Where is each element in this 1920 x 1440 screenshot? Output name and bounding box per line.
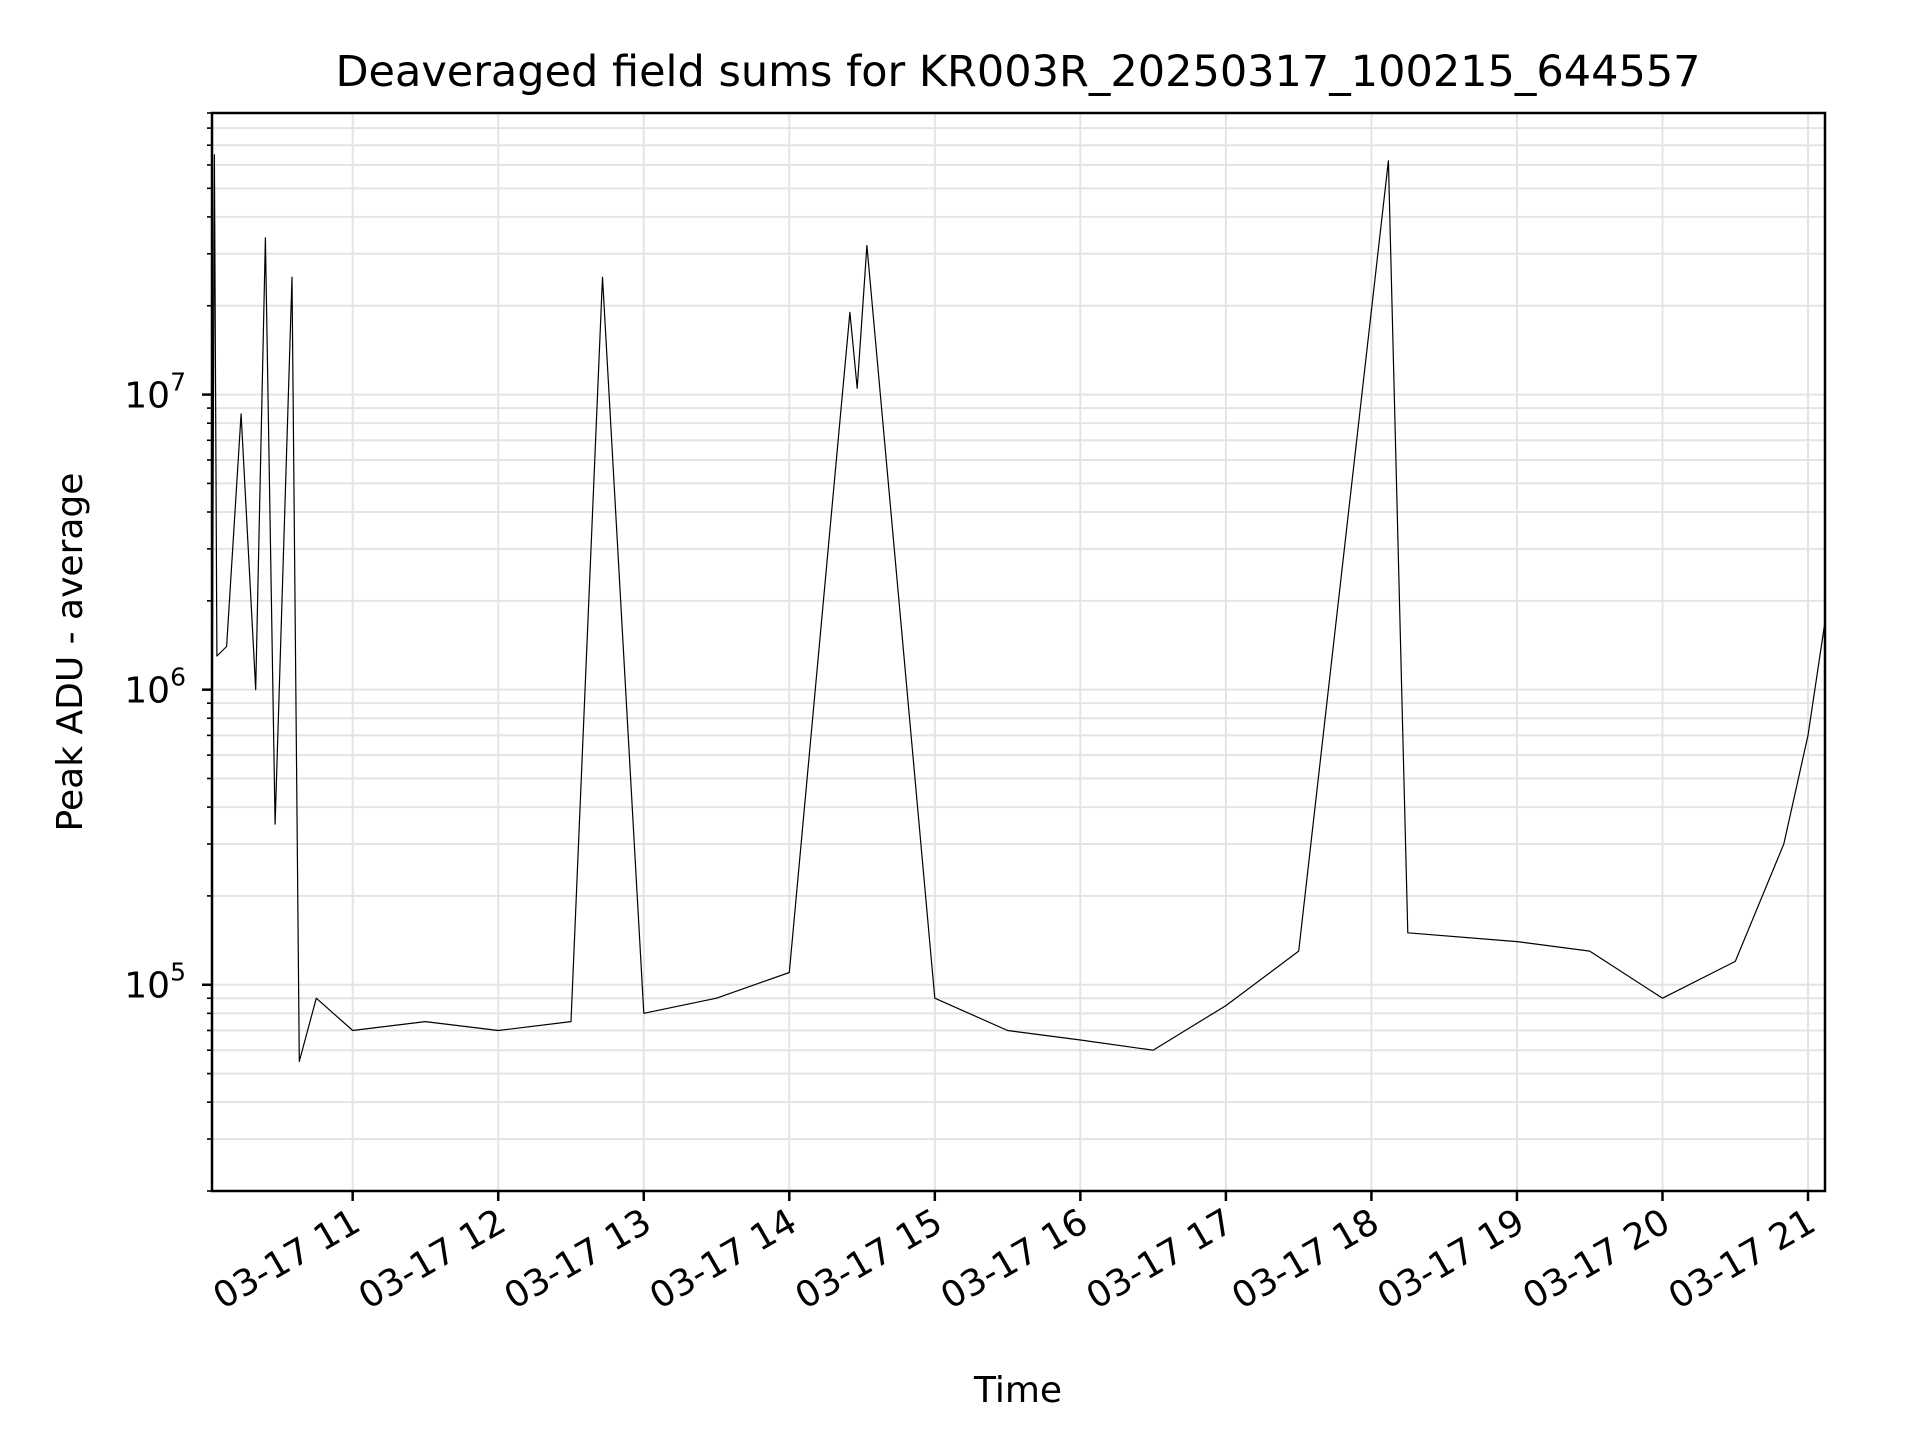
series-line [211,154,1826,1062]
y-tick-label: 106 [124,663,186,712]
y-tick-exponent: 6 [170,663,186,692]
series-layer [211,154,1826,1062]
y-axis-label: Peak ADU - average [50,473,91,832]
y-tick-label: 105 [124,958,186,1007]
chart-title: Deaveraged field sums for KR003R_2025031… [335,47,1700,97]
y-tick-exponent: 5 [170,958,186,987]
y-tick-label: 107 [124,368,186,417]
x-axis-label: Time [973,1370,1062,1411]
y-tick-base: 10 [124,966,170,1007]
y-tick-base: 10 [124,376,170,417]
plot-frame [210,111,1827,1193]
y-tick-base: 10 [124,671,170,712]
y-tick-exponent: 7 [170,368,186,397]
